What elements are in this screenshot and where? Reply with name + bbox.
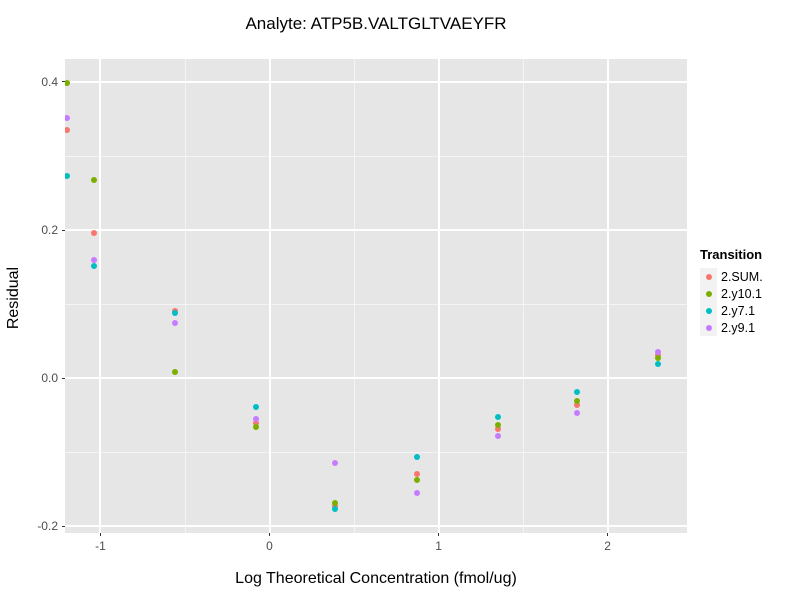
data-point xyxy=(252,404,259,411)
legend-item-label: 2.SUM. xyxy=(721,269,763,284)
x-tick-mark xyxy=(607,533,609,536)
x-axis-title: Log Theoretical Concentration (fmol/ug) xyxy=(235,570,517,587)
x-minor-gridline xyxy=(522,59,524,533)
legend-key-box xyxy=(700,302,717,319)
x-minor-gridline xyxy=(353,59,355,533)
legend-rows: 2.SUM. 2.y10.1 2.y7.1 2.y9.1 xyxy=(700,268,763,336)
data-point xyxy=(494,421,501,428)
chart-title: Analyte: ATP5B.VALTGLTVAEYFR xyxy=(245,14,507,33)
y-tick-mark xyxy=(62,81,65,83)
legend-point xyxy=(705,324,712,331)
x-tick-label: 0 xyxy=(266,539,273,553)
y-minor-gridline xyxy=(65,451,687,453)
data-point xyxy=(65,115,70,122)
legend-item: 2.SUM. xyxy=(700,268,763,285)
data-point xyxy=(655,355,662,362)
y-tick-label: 0.0 xyxy=(41,371,58,386)
data-point xyxy=(171,310,178,317)
legend-item: 2.y9.1 xyxy=(700,319,763,336)
data-point xyxy=(65,80,70,87)
y-tick-label: 0.4 xyxy=(41,74,58,89)
data-point xyxy=(574,410,581,417)
legend-key-box xyxy=(700,319,717,336)
legend: Transition 2.SUM. 2.y10.1 2.y7.1 2.y9.1 xyxy=(700,247,763,336)
data-point xyxy=(574,401,581,408)
legend-title: Transition xyxy=(700,247,763,262)
plot-panel xyxy=(65,59,687,533)
data-point xyxy=(90,230,97,237)
x-tick-label: 2 xyxy=(604,539,611,553)
y-tick-mark xyxy=(62,377,65,379)
x-major-gridline xyxy=(99,59,102,533)
x-tick-label: 1 xyxy=(435,539,442,553)
legend-key-box xyxy=(700,285,717,302)
x-tick-mark xyxy=(438,533,440,536)
data-point xyxy=(574,389,581,396)
y-tick-label: 0.2 xyxy=(41,223,58,238)
y-minor-gridline xyxy=(65,155,687,157)
x-major-gridline xyxy=(268,59,271,533)
legend-key-box xyxy=(700,268,717,285)
data-point xyxy=(332,500,339,507)
data-point xyxy=(332,506,339,513)
data-point xyxy=(332,460,339,467)
data-point xyxy=(413,470,420,477)
y-axis-title: Residual xyxy=(5,266,22,330)
data-point xyxy=(413,454,420,461)
x-major-gridline xyxy=(606,59,609,533)
data-point xyxy=(90,256,97,263)
y-major-gridline xyxy=(65,525,687,528)
legend-item-label: 2.y7.1 xyxy=(721,303,756,318)
legend-item: 2.y10.1 xyxy=(700,285,763,302)
data-point xyxy=(494,432,501,439)
legend-item-label: 2.y9.1 xyxy=(721,320,756,335)
data-point xyxy=(494,414,501,421)
data-point xyxy=(574,398,581,405)
x-tick-mark xyxy=(269,533,271,536)
legend-point xyxy=(705,307,712,314)
data-point xyxy=(655,361,662,368)
data-point xyxy=(171,369,178,376)
y-tick-label: -0.2 xyxy=(37,519,58,534)
x-tick-mark xyxy=(99,533,101,536)
legend-item-label: 2.y10.1 xyxy=(721,286,763,301)
x-tick-label: -1 xyxy=(95,539,106,553)
y-tick-mark xyxy=(62,525,65,527)
data-point xyxy=(413,490,420,496)
data-point xyxy=(252,419,259,426)
legend-point xyxy=(705,273,712,280)
y-major-gridline xyxy=(65,80,687,83)
legend-item: 2.y7.1 xyxy=(700,302,763,319)
data-point xyxy=(413,477,420,484)
data-point xyxy=(90,177,97,184)
x-major-gridline xyxy=(437,59,440,533)
data-point xyxy=(90,263,97,270)
y-tick-mark xyxy=(62,229,65,231)
data-point xyxy=(655,348,662,355)
x-minor-gridline xyxy=(184,59,186,533)
data-point xyxy=(171,320,178,327)
data-point xyxy=(65,173,70,180)
data-point xyxy=(252,424,259,431)
data-point xyxy=(494,425,501,432)
y-major-gridline xyxy=(65,229,687,232)
data-point xyxy=(65,127,70,134)
data-point xyxy=(252,415,259,422)
y-minor-gridline xyxy=(65,303,687,305)
legend-point xyxy=(705,290,712,297)
y-major-gridline xyxy=(65,377,687,380)
